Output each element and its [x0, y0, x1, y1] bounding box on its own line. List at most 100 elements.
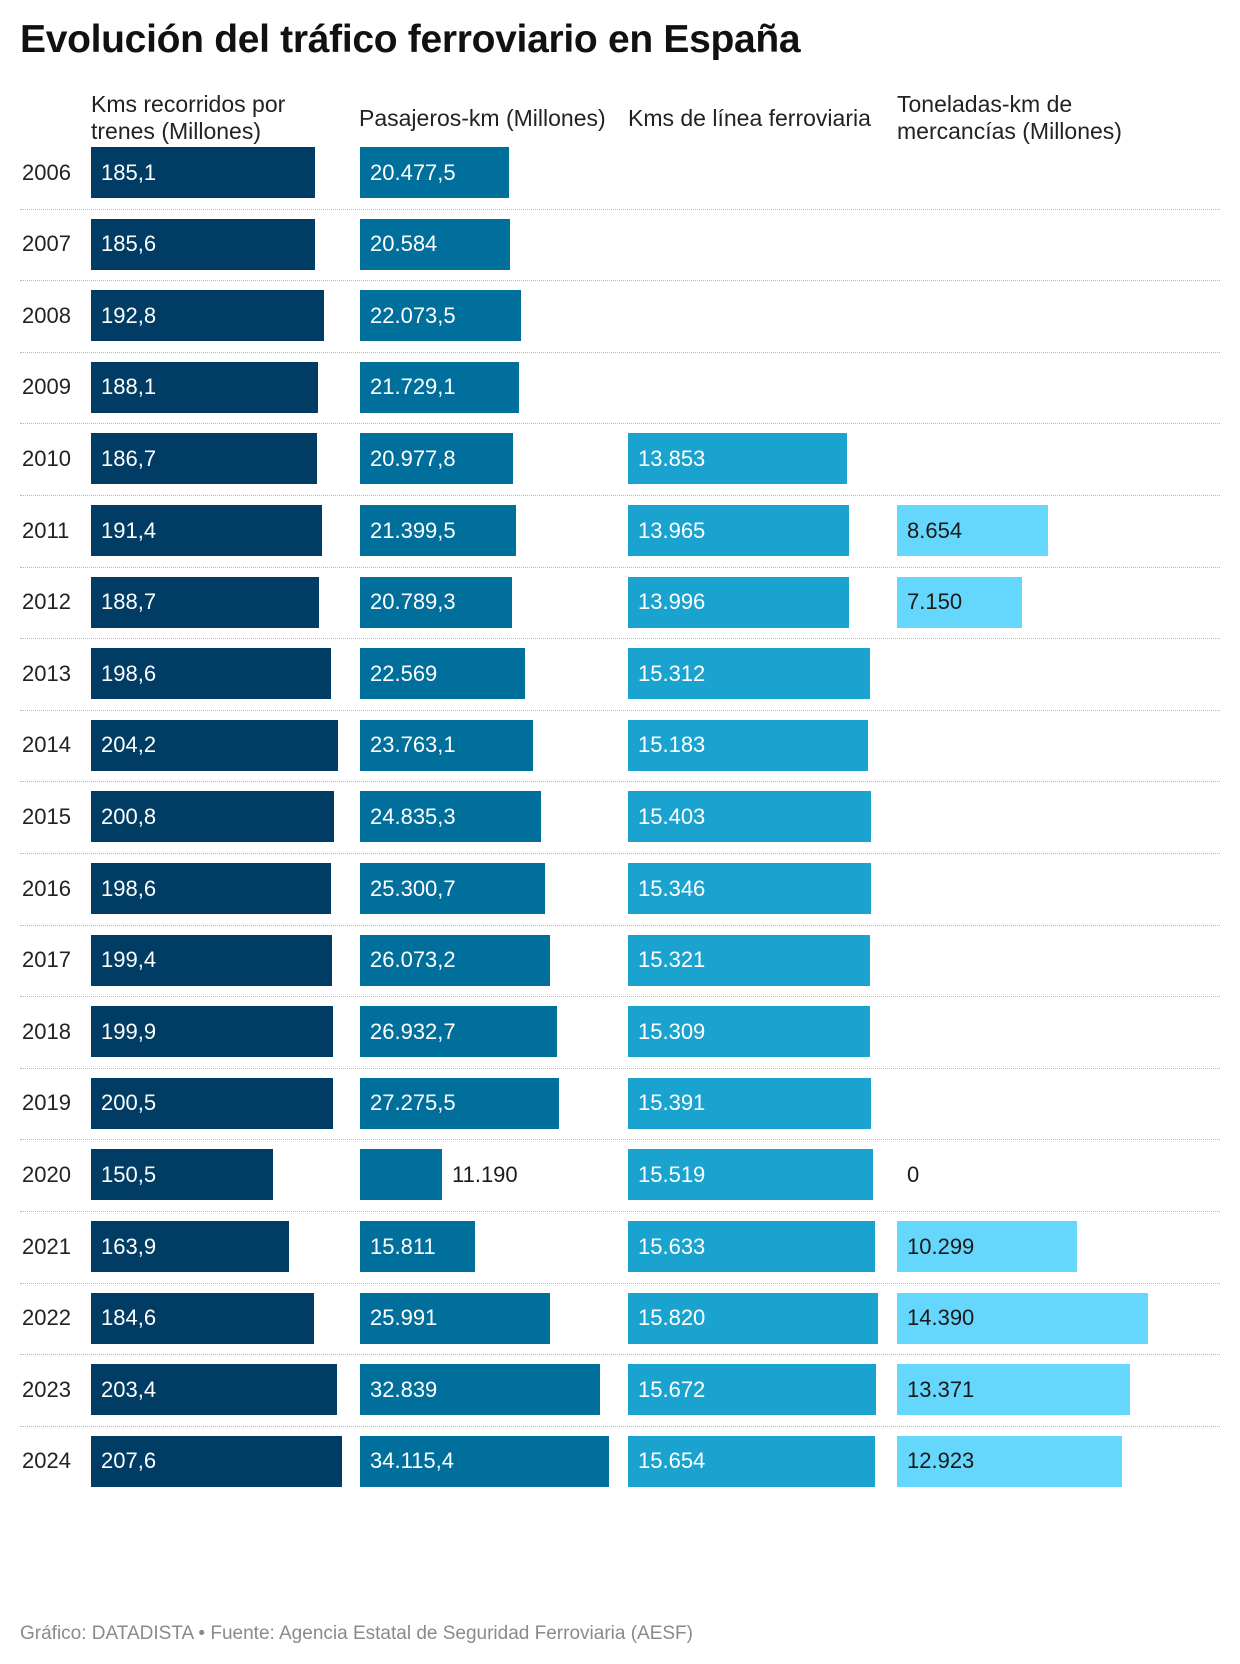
bar-value-label: 188,7	[101, 589, 157, 615]
bar	[360, 1006, 557, 1058]
bar	[91, 290, 324, 342]
year-label: 2009	[22, 374, 71, 400]
bar-value-label: 184,6	[101, 1305, 157, 1331]
bar-value-label: 185,6	[101, 231, 157, 257]
bar-value-label: 15.811	[370, 1233, 436, 1259]
bar-value-label: 200,8	[101, 803, 157, 829]
year-label: 2013	[22, 660, 71, 686]
bar	[628, 1077, 871, 1129]
year-label: 2017	[22, 947, 71, 973]
bar-value-label: 13.965	[638, 517, 706, 543]
bar-value-label: 207,6	[101, 1448, 157, 1474]
bar-value-label: 186,7	[101, 445, 157, 471]
year-label: 2007	[22, 231, 71, 257]
bar	[91, 433, 317, 485]
bar	[360, 290, 521, 342]
bar	[91, 1006, 333, 1058]
year-label: 2010	[22, 445, 71, 471]
row-divider	[20, 566, 1220, 568]
year-label: 2011	[22, 517, 70, 543]
bar-value-label: 15.309	[638, 1018, 706, 1044]
column-header-kms-linea: Kms de línea ferroviaria	[628, 104, 871, 131]
bar-value-label: 20.789,3	[370, 589, 456, 615]
bar-value-label: 22.569	[370, 660, 438, 686]
bar	[91, 719, 338, 771]
row-divider	[20, 638, 1220, 640]
bar	[628, 1364, 876, 1416]
year-label: 2019	[22, 1090, 71, 1116]
bar-value-label: 21.729,1	[370, 374, 456, 400]
bar-value-label: 22.073,5	[370, 302, 456, 328]
bar-value-label: 25.991	[370, 1305, 438, 1331]
chart-source-footer: Gráfico: DATADISTA • Fuente: Agencia Est…	[20, 1623, 693, 1644]
bar-value-label: 23.763,1	[370, 732, 456, 758]
bar	[91, 934, 332, 986]
bar-value-label: 13.996	[638, 589, 706, 615]
bar-value-label: 15.654	[638, 1448, 706, 1474]
bar	[897, 505, 1048, 556]
bar	[628, 791, 871, 843]
year-label: 2012	[22, 589, 71, 615]
bar-value-label: 34.115,4	[370, 1448, 455, 1474]
bar-value-label: 150,5	[101, 1161, 157, 1187]
row-divider	[20, 1425, 1220, 1427]
row-divider	[20, 1139, 1220, 1141]
bar	[360, 576, 512, 628]
bar	[91, 791, 334, 843]
bar	[360, 505, 516, 556]
bar-value-label: 13.371	[907, 1376, 975, 1402]
bar	[628, 934, 870, 986]
row-divider	[20, 208, 1220, 210]
bar	[91, 576, 319, 628]
year-label: 2008	[22, 302, 71, 328]
bar-value-label: 15.312	[638, 660, 706, 686]
bar	[91, 218, 315, 270]
bar	[360, 218, 510, 270]
bar	[628, 576, 849, 628]
bar	[91, 1364, 337, 1416]
bar	[91, 505, 322, 556]
bar	[360, 791, 541, 843]
bar-value-label: 15.672	[638, 1376, 706, 1402]
year-label: 2022	[22, 1305, 71, 1331]
bar	[91, 863, 331, 914]
bar-value-label: 204,2	[101, 732, 157, 758]
bar	[360, 1364, 600, 1416]
bar-value-label: 188,1	[101, 374, 157, 400]
row-divider	[20, 351, 1220, 353]
bar	[360, 1435, 609, 1487]
bar-value-label: 200,5	[101, 1090, 157, 1116]
bar-value-label: 15.633	[638, 1233, 706, 1259]
bar-value-label: 191,4	[101, 517, 157, 543]
bar	[628, 1221, 875, 1272]
chart-title: Evolución del tráfico ferroviario en Esp…	[20, 18, 801, 61]
year-label: 2015	[22, 803, 71, 829]
bar-value-label: 203,4	[101, 1376, 157, 1402]
bar-value-label: 10.299	[907, 1233, 975, 1259]
row-divider	[20, 423, 1220, 425]
bar	[897, 1221, 1077, 1272]
bar	[897, 576, 1022, 628]
bar	[91, 1221, 289, 1272]
bar	[91, 147, 315, 198]
column-header-kms-recorridos: Kms recorridos por trenes (Millones)	[91, 91, 286, 144]
bar	[897, 1435, 1122, 1487]
bar-value-label: 20.477,5	[370, 159, 456, 185]
bar-value-label: 20.584	[370, 231, 438, 257]
bar-value-label: 32.839	[370, 1376, 438, 1402]
bar-value-label: 24.835,3	[370, 803, 456, 829]
bar-value-label: 199,9	[101, 1018, 157, 1044]
bar-value-label: 198,6	[101, 875, 157, 901]
bar	[628, 433, 847, 485]
bar-value-label: 13.853	[638, 445, 706, 471]
row-divider	[20, 495, 1220, 496]
bar-value-label: 12.923	[907, 1448, 975, 1474]
bar-value-label: 20.977,8	[370, 445, 456, 471]
bar	[628, 505, 849, 556]
bar	[360, 147, 509, 198]
row-divider	[20, 1067, 1220, 1069]
year-label: 2016	[22, 875, 71, 901]
bar-value-label: 7.150	[907, 589, 963, 615]
bar	[91, 1435, 342, 1487]
